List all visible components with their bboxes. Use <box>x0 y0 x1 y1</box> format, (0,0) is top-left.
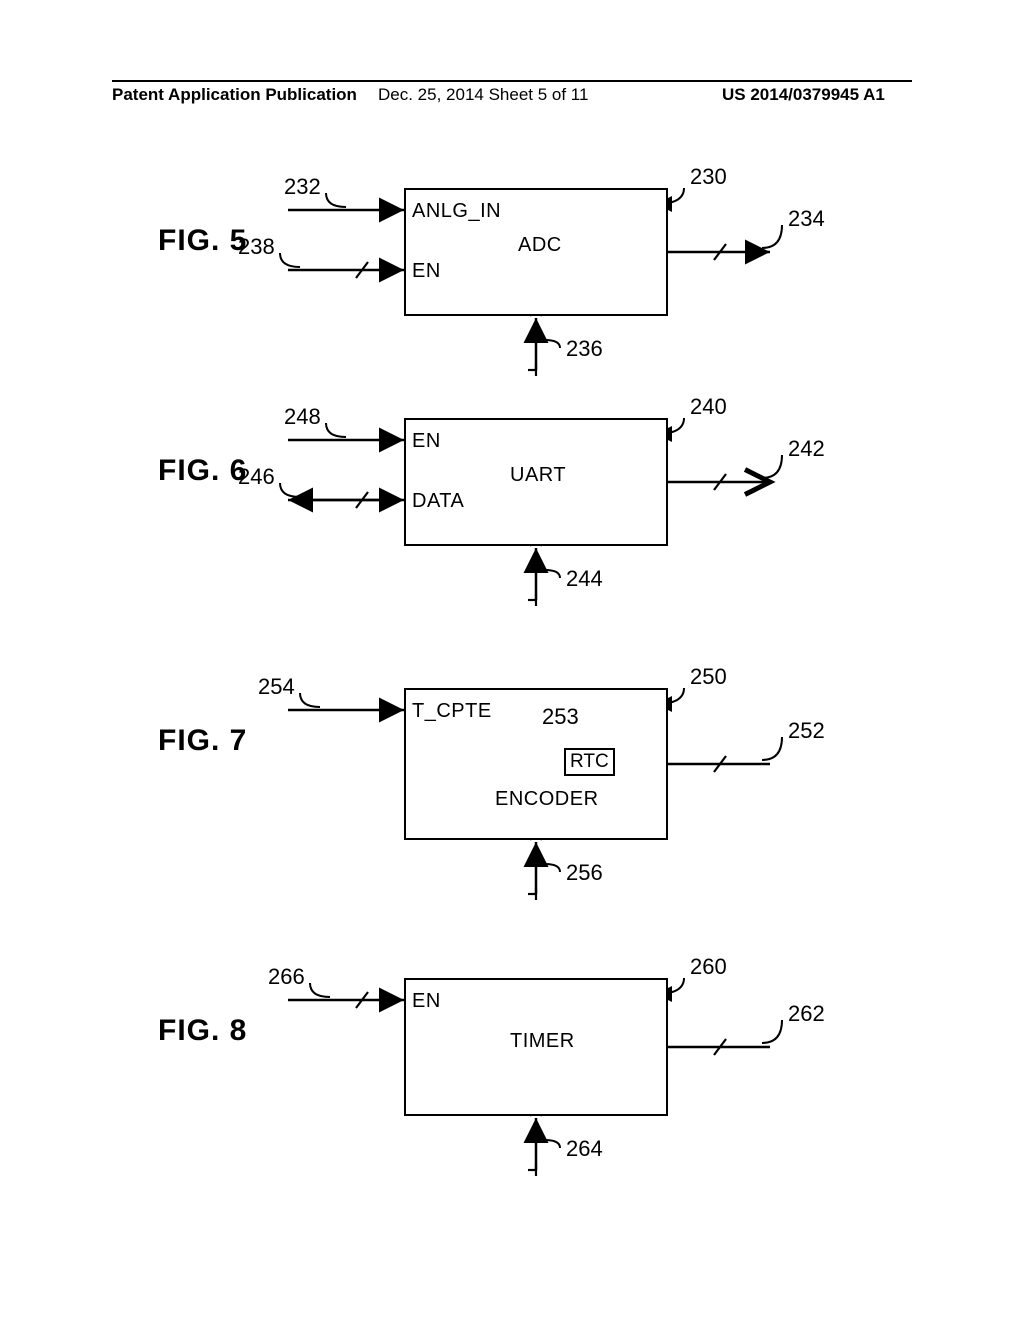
page: Patent Application Publication Dec. 25, … <box>0 0 1024 1320</box>
fig6-ref-248: 248 <box>284 404 321 430</box>
fig7-title: ENCODER <box>495 788 599 811</box>
fig8-ref-262: 262 <box>788 1001 825 1027</box>
fig6-ref-244: 244 <box>566 566 603 592</box>
fig8-ref-266: 266 <box>268 964 305 990</box>
fig7-ref-256: 256 <box>566 860 603 886</box>
fig5-title: ADC <box>518 234 562 257</box>
fig7-label: FIG. 7 <box>158 724 247 758</box>
fig8-title: TIMER <box>510 1030 575 1053</box>
fig8-ref-260: 260 <box>690 954 727 980</box>
fig8-label: FIG. 8 <box>158 1014 247 1048</box>
fig5-ref-236: 236 <box>566 336 603 362</box>
fig7-rtc: RTC <box>564 748 615 776</box>
fig6-ref-242: 242 <box>788 436 825 462</box>
fig5-ref-234: 234 <box>788 206 825 232</box>
fig5-port-1: EN <box>412 260 441 283</box>
fig8-ref-264: 264 <box>566 1136 603 1162</box>
fig6-port-1: DATA <box>412 490 464 513</box>
fig7-ref-252: 252 <box>788 718 825 744</box>
fig7-ref-253: 253 <box>542 704 579 730</box>
fig7-ref-254: 254 <box>258 674 295 700</box>
fig5-label: FIG. 5 <box>158 224 247 258</box>
fig7-ref-250: 250 <box>690 664 727 690</box>
fig6-ref-246: 246 <box>238 464 275 490</box>
fig8-port-0: EN <box>412 990 441 1013</box>
fig6-label: FIG. 6 <box>158 454 247 488</box>
fig6-ref-240: 240 <box>690 394 727 420</box>
fig6-title: UART <box>510 464 566 487</box>
fig5-ref-232: 232 <box>284 174 321 200</box>
fig7-port-0: T_CPTE <box>412 700 492 723</box>
fig5-ref-230: 230 <box>690 164 727 190</box>
fig6-port-0: EN <box>412 430 441 453</box>
fig5-port-0: ANLG_IN <box>412 200 501 223</box>
fig5-ref-238: 238 <box>238 234 275 260</box>
